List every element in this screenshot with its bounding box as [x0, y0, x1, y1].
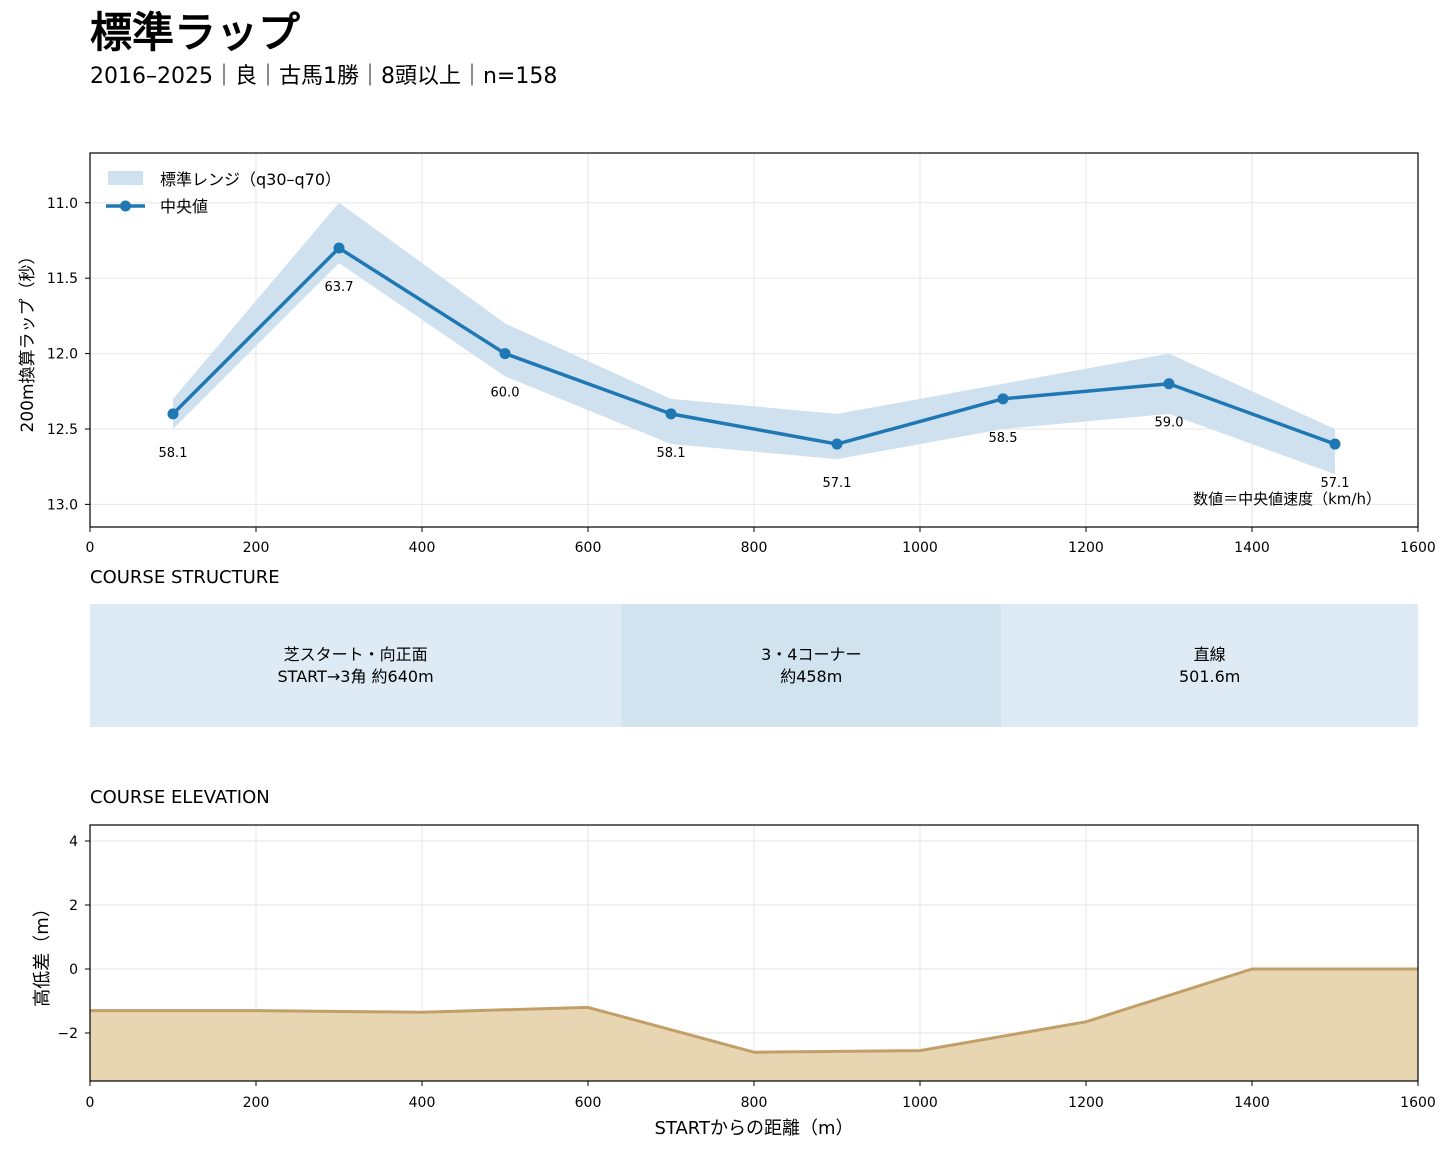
speed-label: 58.1	[159, 446, 188, 461]
structure-segment	[90, 604, 622, 727]
y-tick-label: 11.0	[47, 196, 78, 212]
x-tick-label: 1600	[1400, 1095, 1436, 1111]
y-tick-label: 11.5	[47, 271, 78, 287]
median-point	[333, 242, 345, 254]
x-tick-label: 400	[409, 1095, 436, 1111]
y-tick-label: 13.0	[47, 497, 78, 513]
y-tick-label: 0	[69, 962, 78, 978]
elevation-title: COURSE ELEVATION	[90, 787, 270, 808]
page-subtitle: 2016–2025｜良｜古馬1勝｜8頭以上｜n=158	[90, 64, 558, 89]
median-point	[831, 438, 843, 450]
speed-label: 60.0	[491, 386, 520, 401]
structure-segment-name: 直線	[1194, 645, 1226, 664]
x-tick-label: 200	[243, 540, 270, 556]
x-tick-label: 0	[86, 540, 95, 556]
median-line	[171, 246, 1336, 446]
y-tick-label: 12.5	[47, 422, 78, 438]
course-structure-chart: COURSE STRUCTURE 芝スタート・向正面 START→3角 約640m 3…	[90, 567, 1418, 727]
lap-y-axis-label: 200m換算ラップ（秒）	[18, 247, 38, 432]
speed-label: 58.5	[989, 431, 1018, 446]
y-tick-label: 12.0	[47, 347, 78, 363]
legend-median-swatch-point	[120, 200, 131, 212]
median-point	[1329, 438, 1341, 450]
q30-q70-band	[173, 202, 1335, 475]
x-tick-label: 1600	[1400, 540, 1436, 556]
speed-label: 57.1	[823, 476, 852, 491]
page-title: 標準ラップ	[90, 8, 301, 57]
y-tick-label: 4	[69, 834, 78, 850]
structure-segment-name: 芝スタート・向正面	[284, 645, 428, 664]
x-tick-label: 1400	[1234, 540, 1270, 556]
structure-segment	[1001, 604, 1418, 727]
x-tick-label: 600	[575, 540, 602, 556]
x-tick-label: 1000	[902, 1095, 938, 1111]
legend-median-label: 中央値	[160, 197, 208, 216]
elevation-line	[90, 967, 1418, 1054]
speed-label: 58.1	[657, 446, 686, 461]
x-tick-label: 1000	[902, 540, 938, 556]
speed-label: 57.1	[1321, 476, 1350, 491]
median-point	[1163, 378, 1175, 390]
median-point	[665, 408, 677, 420]
legend-band-swatch	[108, 171, 143, 185]
y-tick-label: −2	[57, 1026, 78, 1042]
x-tick-label: 1200	[1068, 540, 1104, 556]
lap-plot-frame	[89, 152, 1419, 528]
structure-segment-name: 3・4コーナー	[761, 645, 861, 664]
lap-chart: 0 200 400 600 800 1000 1200 1400 1600 11.0 11.5 12.…	[18, 152, 1436, 556]
median-point	[499, 348, 511, 360]
median-point	[167, 408, 179, 420]
course-structure-title: COURSE STRUCTURE	[90, 567, 280, 588]
structure-segment-detail: 501.6m	[1179, 667, 1240, 686]
x-tick-label: 400	[409, 540, 436, 556]
x-tick-label: 1200	[1068, 1095, 1104, 1111]
x-tick-label: 0	[86, 1095, 95, 1111]
structure-segment-detail: 約458m	[780, 667, 842, 686]
structure-segment	[621, 604, 1002, 727]
x-tick-label: 200	[243, 1095, 270, 1111]
x-tick-label: 800	[741, 540, 768, 556]
y-tick-label: 2	[69, 898, 78, 914]
elevation-plot-frame	[89, 824, 1419, 1082]
legend-band-label: 標準レンジ（q30–q70）	[160, 170, 341, 189]
elevation-area	[90, 969, 1418, 1081]
x-tick-label: 600	[575, 1095, 602, 1111]
speed-annotation: 数値＝中央値速度（km/h）	[1193, 490, 1381, 508]
speed-label: 59.0	[1155, 416, 1184, 431]
x-tick-label: 1400	[1234, 1095, 1270, 1111]
speed-label: 63.7	[325, 280, 354, 295]
structure-segment-detail: START→3角 約640m	[278, 667, 434, 686]
x-tick-label: 800	[741, 1095, 768, 1111]
elevation-chart: COURSE ELEVATION 0 200 400 600 800 1000 1200 140…	[32, 787, 1436, 1139]
elevation-x-axis-label: STARTからの距離（m）	[654, 1118, 853, 1139]
median-point	[997, 393, 1009, 405]
elevation-y-axis-label: 高低差（m）	[32, 899, 53, 1007]
